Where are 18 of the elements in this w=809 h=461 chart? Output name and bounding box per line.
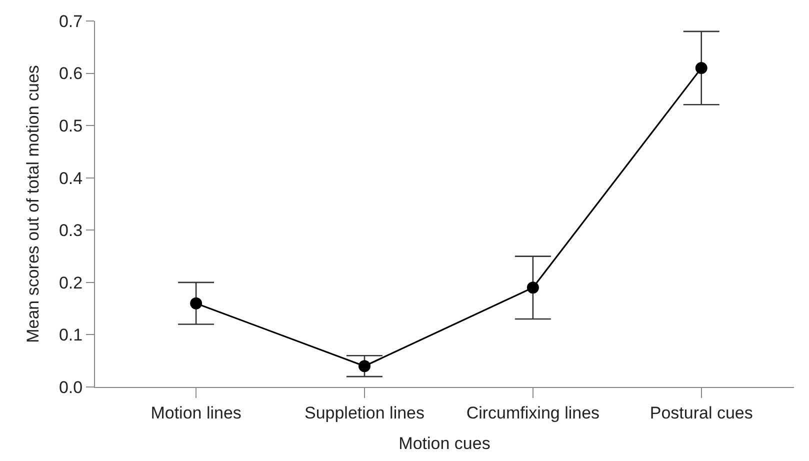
point xyxy=(695,62,708,74)
y-tick-label: 0.4 xyxy=(58,168,83,188)
x-axis-title: Motion cues xyxy=(398,434,490,453)
y-tick-label: 0.2 xyxy=(58,273,83,292)
x-tick-label: Circumfixing lines xyxy=(466,403,600,422)
point xyxy=(190,297,202,310)
x-tick-label: Suppletion lines xyxy=(304,403,425,422)
point xyxy=(358,360,370,372)
y-tick-label: 0.5 xyxy=(58,116,83,136)
y-tick-label: 0.7 xyxy=(58,12,83,31)
y-axis-title: Mean scores out of total motion cues xyxy=(24,65,43,343)
y-tick-label: 0.3 xyxy=(58,221,83,240)
x-tick-label: Postural cues xyxy=(650,403,753,422)
x-tick-label: Motion lines xyxy=(150,403,242,422)
y-tick-label: 0.0 xyxy=(58,378,83,397)
y-tick-label: 0.6 xyxy=(58,64,83,84)
y-tick-label: 0.1 xyxy=(58,326,83,345)
point xyxy=(526,282,539,294)
